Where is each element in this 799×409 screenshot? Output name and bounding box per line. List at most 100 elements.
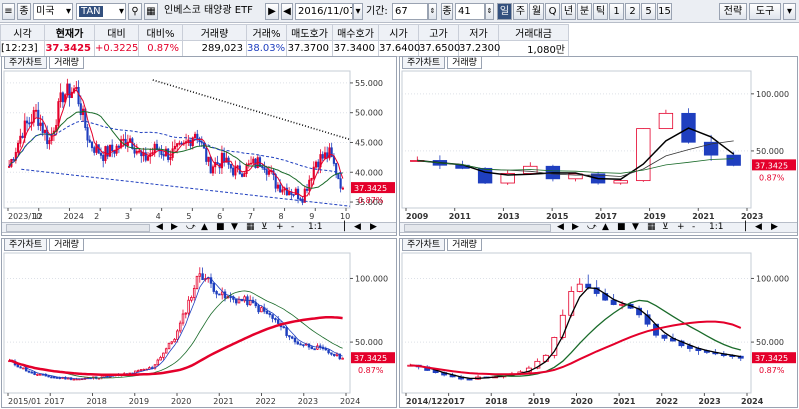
tab-price-chart[interactable]: 주가차트 (402, 57, 446, 69)
market-value: 미국 (36, 6, 55, 17)
period-input[interactable]: 67 (392, 3, 428, 20)
x-tick-label: 2019 (528, 397, 551, 406)
minus-icon[interactable]: - (291, 222, 295, 232)
x-tick-label: 9 (309, 212, 314, 221)
interval-button[interactable]: 1 (609, 3, 624, 20)
candle (310, 346, 314, 350)
page-left-icon[interactable]: ◀ (354, 222, 361, 232)
change-pct-label: 0.87% (358, 196, 384, 205)
candle (237, 298, 241, 304)
plus-icon[interactable]: + (276, 222, 284, 232)
page-left-icon[interactable]: ◀ (755, 222, 762, 232)
divider-icon[interactable]: ▕ (739, 222, 746, 232)
period-stepper[interactable]: ⇕ (428, 3, 437, 20)
zoom-out-icon[interactable]: ▼ (231, 222, 238, 232)
interval-button[interactable]: 월 (529, 3, 544, 20)
candle (146, 156, 150, 161)
x-tick-label: 2020 (571, 397, 594, 406)
candle (178, 142, 181, 145)
grid-icon[interactable]: ▦ (144, 3, 158, 20)
zoom-in-icon[interactable]: ▲ (201, 222, 208, 232)
search-icon[interactable]: ⚲ (128, 3, 142, 20)
y-tick-label: 45.000 (355, 138, 383, 147)
unit-stepper[interactable]: ⇕ (485, 3, 494, 20)
page-right-icon[interactable]: ▶ (771, 222, 778, 232)
quote-value: 37.3425 (44, 40, 95, 57)
calendar-dropdown-icon[interactable]: ▾ (353, 3, 363, 20)
x-tick-label: 2017 (443, 397, 465, 406)
scroll-right-icon[interactable]: ▶ (171, 222, 178, 232)
stop-icon[interactable]: ■ (216, 222, 225, 232)
seq-button[interactable]: 종 (17, 3, 31, 20)
candle (285, 187, 288, 196)
candle (198, 138, 201, 143)
symbol-name: 인베스코 태양광 ETF (164, 5, 253, 16)
interval-button[interactable]: 5 (641, 3, 656, 20)
x-tick-label: 2017 (44, 397, 64, 406)
grid-icon[interactable]: ▦ (647, 222, 656, 232)
quote-header: 대비 (94, 24, 139, 41)
strategy-button[interactable]: 전략 (719, 3, 747, 20)
scroll-left-icon[interactable]: ◀ (156, 222, 163, 232)
candle (265, 169, 268, 175)
interval-button[interactable]: 2 (625, 3, 640, 20)
chart-scrollbar[interactable] (404, 224, 551, 232)
tab-price-chart[interactable]: 주가차트 (402, 239, 446, 251)
interval-button[interactable]: 분 (577, 3, 592, 20)
candle (257, 305, 260, 313)
tab-price-chart[interactable]: 주가차트 (4, 239, 48, 251)
fold-icon[interactable]: ⤻ (186, 222, 196, 232)
interval-button[interactable]: 일 (497, 3, 512, 20)
scroll-left-icon[interactable]: ◀ (557, 222, 564, 232)
tab-price-chart[interactable]: 주가차트 (4, 57, 48, 69)
market-select[interactable]: 미국 ▾ (33, 3, 73, 20)
candle (201, 273, 204, 281)
interval-button[interactable]: 15 (657, 3, 672, 20)
candle (93, 147, 96, 153)
candle (156, 359, 160, 366)
candle (209, 156, 212, 174)
divider-icon[interactable]: ▕ (338, 222, 345, 232)
candle (55, 377, 59, 379)
candle (341, 357, 344, 360)
x-tick-label: 2017 (595, 212, 617, 221)
chart-panel-quarterly: 100.000 50.000 37.3425 0.87% 2014/12 2017 2018… (399, 238, 798, 408)
zoom-out-icon[interactable]: ▼ (632, 222, 639, 232)
tab-volume[interactable]: 거래량 (49, 57, 84, 69)
candle (52, 376, 56, 379)
moving-average-line (8, 89, 344, 198)
candle (176, 143, 179, 147)
interval-button[interactable]: 년 (561, 3, 576, 20)
tab-volume[interactable]: 거래량 (49, 239, 84, 251)
window-dropdown-icon[interactable]: ▾ (783, 3, 796, 20)
candle (187, 299, 190, 314)
pan-icon[interactable]: ⊻ (261, 222, 268, 232)
tab-volume[interactable]: 거래량 (447, 239, 482, 251)
minus-icon[interactable]: - (692, 222, 696, 232)
prev-icon[interactable]: ◀ (281, 3, 293, 20)
stop-icon[interactable]: ■ (617, 222, 626, 232)
candle (144, 152, 147, 161)
menu-button[interactable]: ≡ (2, 3, 15, 20)
candle (88, 139, 91, 143)
tools-button[interactable]: 도구 (749, 3, 781, 20)
interval-button[interactable]: 틱 (593, 3, 608, 20)
pan-icon[interactable]: ⊻ (662, 222, 669, 232)
grid-icon[interactable]: ▦ (246, 222, 255, 232)
page-right-icon[interactable]: ▶ (370, 222, 377, 232)
date-input[interactable]: 2016/11/07 (295, 3, 353, 20)
plus-icon[interactable]: + (677, 222, 685, 232)
scroll-right-icon[interactable]: ▶ (572, 222, 579, 232)
tab-volume[interactable]: 거래량 (447, 57, 482, 69)
play-icon[interactable]: ▶ (265, 3, 279, 20)
interval-button[interactable]: 주 (513, 3, 528, 20)
candle (77, 86, 80, 105)
zoom-in-icon[interactable]: ▲ (602, 222, 609, 232)
candle (500, 173, 515, 184)
interval-button[interactable]: Q (545, 3, 560, 20)
chart-scrollbar[interactable] (6, 224, 150, 232)
candle (236, 165, 239, 168)
symbol-input[interactable]: TAN ▾ (76, 3, 126, 20)
unit-input[interactable]: 41 (455, 3, 485, 20)
fold-icon[interactable]: ⤻ (587, 222, 597, 232)
